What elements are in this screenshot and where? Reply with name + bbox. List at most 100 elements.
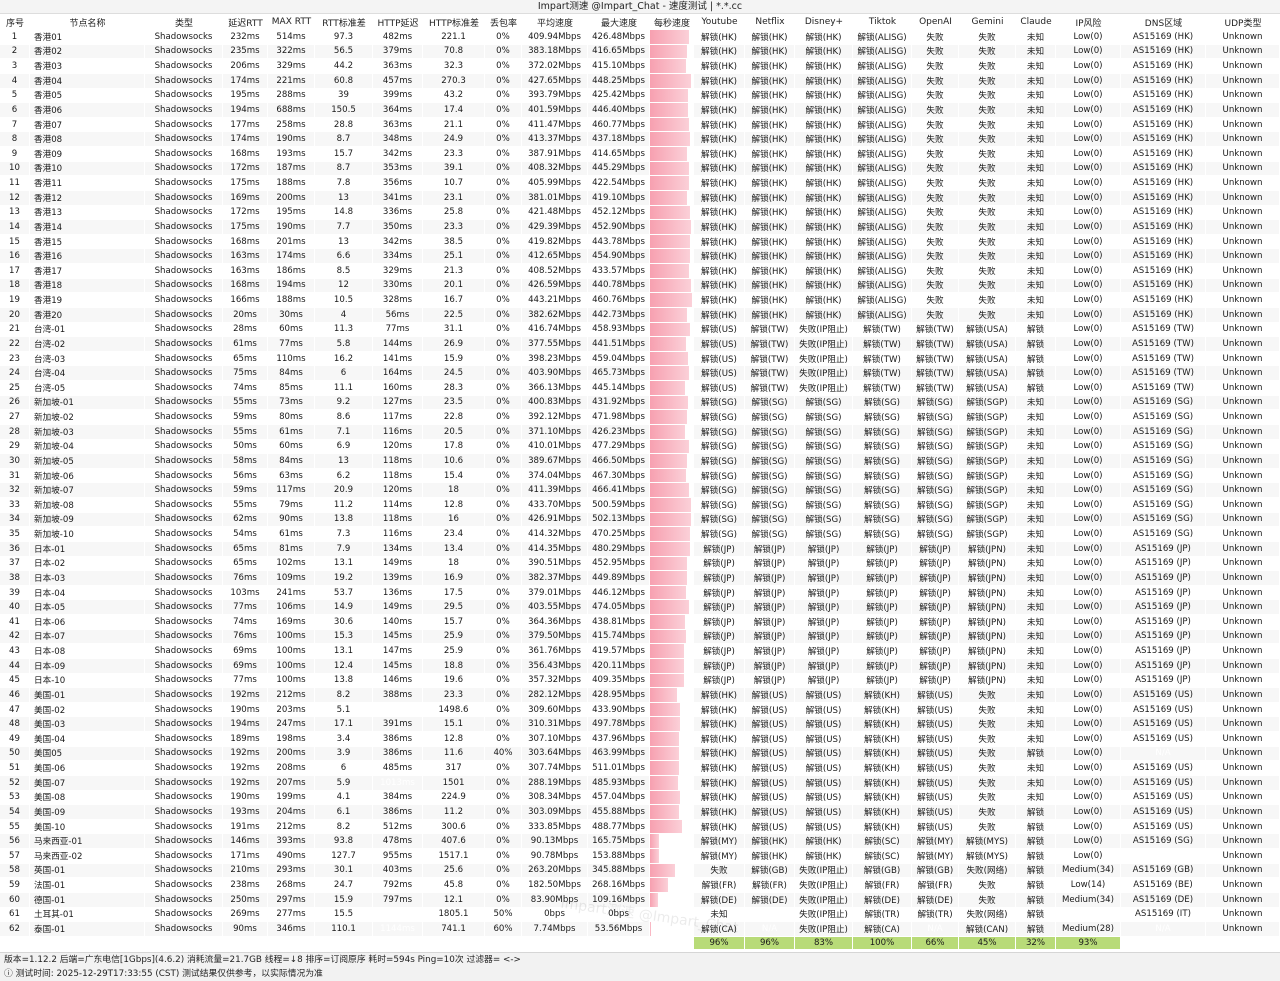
column-header[interactable]: Netflix xyxy=(745,14,795,30)
table-row[interactable]: 41 日本-06 Shadowsocks 74ms 169ms 30.6 140ms 15.7… xyxy=(0,615,1280,630)
table-row[interactable]: 4 香港04 Shadowsocks 174ms 221ms 60.8 457ms 270.3… xyxy=(0,73,1280,89)
table-row[interactable]: 3 香港03 Shadowsocks 206ms 329ms 44.2 363ms 32.3 0… xyxy=(0,59,1280,74)
table-row[interactable]: 21 台湾-01 Shadowsocks 28ms 60ms 11.3 77ms 31.1 0%… xyxy=(0,322,1280,338)
table-row[interactable]: 29 新加坡-04 Shadowsocks 50ms 60ms 6.9 120ms 17.8 0… xyxy=(0,439,1280,455)
table-row[interactable]: 11 香港11 Shadowsocks 175ms 188ms 7.8 356ms 10.7 0… xyxy=(0,176,1280,191)
table-row[interactable]: 9 香港09 Shadowsocks 168ms 193ms 15.7 342ms 23.3 0… xyxy=(0,147,1280,162)
column-header[interactable]: Youtube xyxy=(694,14,745,30)
table-row[interactable]: 35 新加坡-10 Shadowsocks 54ms 61ms 7.3 116ms 23.4 0… xyxy=(0,527,1280,542)
column-header[interactable]: Disney+ xyxy=(795,14,853,30)
column-header[interactable]: RTT标准差 xyxy=(315,14,373,30)
table-row[interactable]: 2 香港02 Shadowsocks 235ms 322ms 56.5 379ms 70.8 0… xyxy=(0,44,1280,60)
column-header[interactable]: 节点名称 xyxy=(30,14,145,30)
table-row[interactable]: 57 马来西亚-02 Shadowsocks 171ms 490ms 127.7 955ms… xyxy=(0,849,1280,864)
cell-index: 48 xyxy=(0,717,30,732)
table-row[interactable]: 12 香港12 Shadowsocks 169ms 200ms 13 341ms 23.1 0%… xyxy=(0,190,1280,206)
cell-ip-risk: Low(0) xyxy=(1056,541,1121,557)
column-header[interactable]: 平均速度 xyxy=(522,14,588,30)
table-row[interactable]: 26 新加坡-01 Shadowsocks 55ms 73ms 9.2 127ms 23.5 0… xyxy=(0,395,1280,411)
table-row[interactable]: 47 美国-02 Shadowsocks 190ms 203ms 5.1 1014ms 149… xyxy=(0,702,1280,718)
column-header[interactable]: 序号 xyxy=(0,14,30,30)
column-header[interactable]: IP风险 xyxy=(1056,14,1121,30)
table-row[interactable]: 45 日本-10 Shadowsocks 77ms 100ms 13.8 146ms 19.6… xyxy=(0,673,1280,689)
column-header[interactable]: DNS区域 xyxy=(1121,14,1206,30)
column-header[interactable]: HTTP标准差 xyxy=(423,14,485,30)
column-header[interactable]: MAX RTT xyxy=(268,14,315,30)
column-header[interactable]: 丢包率 xyxy=(485,14,522,30)
table-row[interactable]: 7 香港07 Shadowsocks 177ms 258ms 28.8 363ms 21.1 0… xyxy=(0,117,1280,133)
table-row[interactable]: 15 香港15 Shadowsocks 168ms 201ms 13 342ms 38.5 0%… xyxy=(0,234,1280,250)
table-row[interactable]: 59 法国-01 Shadowsocks 238ms 268ms 24.7 792ms 45.… xyxy=(0,878,1280,893)
table-row[interactable]: 55 美国-10 Shadowsocks 191ms 212ms 8.2 512ms 300.… xyxy=(0,819,1280,835)
table-row[interactable]: 39 日本-04 Shadowsocks 103ms 241ms 53.7 136ms 17.… xyxy=(0,585,1280,601)
table-row[interactable]: 48 美国-03 Shadowsocks 194ms 247ms 17.1 391ms 15.… xyxy=(0,717,1280,732)
cell-http-stddev: 11.6 xyxy=(423,746,485,762)
column-header[interactable]: 每秒速度 xyxy=(650,14,694,30)
table-row[interactable]: 22 台湾-02 Shadowsocks 61ms 77ms 5.8 144ms 26.9 0%… xyxy=(0,337,1280,352)
cell-ip-risk: Low(0) xyxy=(1056,527,1121,542)
speed-graph-bar xyxy=(650,658,684,673)
table-row[interactable]: 20 香港20 Shadowsocks 20ms 30ms 4 56ms 22.5 0% 382.… xyxy=(0,307,1280,323)
cell-udp-type: Unknown xyxy=(1206,439,1280,455)
table-row[interactable]: 40 日本-05 Shadowsocks 77ms 106ms 14.9 149ms 29.5… xyxy=(0,600,1280,615)
table-row[interactable]: 10 香港10 Shadowsocks 172ms 187ms 8.7 353ms 39.1 0… xyxy=(0,161,1280,177)
column-header[interactable]: Claude xyxy=(1016,14,1056,30)
table-row[interactable]: 1 香港01 Shadowsocks 232ms 514ms 97.3 482ms 221.1… xyxy=(0,30,1280,45)
table-row[interactable]: 37 日本-02 Shadowsocks 65ms 102ms 13.1 149ms 18 0%… xyxy=(0,556,1280,572)
column-header[interactable]: Gemini xyxy=(959,14,1016,30)
table-row[interactable]: 42 日本-07 Shadowsocks 76ms 100ms 15.3 145ms 25.9… xyxy=(0,629,1280,645)
table-row[interactable]: 34 新加坡-09 Shadowsocks 62ms 90ms 13.8 118ms 16 0%… xyxy=(0,512,1280,528)
table-row[interactable]: 5 香港05 Shadowsocks 195ms 288ms 39 399ms 43.2 0% 3… xyxy=(0,88,1280,104)
cell-rtt: 269ms xyxy=(223,907,268,923)
table-row[interactable]: 53 美国-08 Shadowsocks 190ms 199ms 4.1 384ms 224.… xyxy=(0,790,1280,806)
table-row[interactable]: 46 美国-01 Shadowsocks 192ms 212ms 8.2 388ms 23.3… xyxy=(0,688,1280,703)
table-row[interactable]: 18 香港18 Shadowsocks 168ms 194ms 12 330ms 20.1 0%… xyxy=(0,278,1280,294)
table-row[interactable]: 60 德国-01 Shadowsocks 250ms 297ms 15.9 797ms 12.… xyxy=(0,892,1280,908)
table-row[interactable]: 16 香港16 Shadowsocks 163ms 174ms 6.6 334ms 25.1 0… xyxy=(0,249,1280,264)
column-header[interactable]: HTTP延迟 xyxy=(373,14,423,30)
column-header[interactable]: UDP类型 xyxy=(1206,14,1280,30)
table-row[interactable]: 17 香港17 Shadowsocks 163ms 186ms 8.5 329ms 21.3 0… xyxy=(0,264,1280,279)
column-header[interactable]: 类型 xyxy=(145,14,223,30)
table-row[interactable]: 51 美国-06 Shadowsocks 192ms 208ms 6 485ms 317 0% 3… xyxy=(0,761,1280,776)
cell-avg-speed: 443.21Mbps xyxy=(522,293,588,308)
table-row[interactable]: 19 香港19 Shadowsocks 166ms 188ms 10.5 328ms 16.7… xyxy=(0,293,1280,308)
table-row[interactable]: 32 新加坡-07 Shadowsocks 59ms 117ms 20.9 120ms 18 0… xyxy=(0,483,1280,498)
table-row[interactable]: 25 台湾-05 Shadowsocks 74ms 85ms 11.1 160ms 28.3 0… xyxy=(0,381,1280,396)
cell-netflix: 解锁(SG) xyxy=(745,424,795,440)
table-row[interactable]: 14 香港14 Shadowsocks 175ms 190ms 7.7 350ms 23.3 0… xyxy=(0,220,1280,235)
table-row[interactable]: 33 新加坡-08 Shadowsocks 55ms 79ms 11.2 114ms 12.8… xyxy=(0,498,1280,513)
table-row[interactable]: 27 新加坡-02 Shadowsocks 59ms 80ms 8.6 117ms 22.8 0… xyxy=(0,410,1280,425)
cell-disney: 解锁(SG) xyxy=(795,468,853,484)
cell-loss: 0% xyxy=(485,688,522,703)
cell-gemini: 失败 xyxy=(959,205,1016,221)
table-row[interactable]: 28 新加坡-03 Shadowsocks 55ms 61ms 7.1 116ms 20.5 0… xyxy=(0,424,1280,440)
column-header[interactable]: 延迟RTT xyxy=(223,14,268,30)
cell-dns-region: AS15169 (SG) xyxy=(1121,424,1206,440)
table-row[interactable]: 61 土耳其-01 Shadowsocks 269ms 277ms 15.5 2110ms 1… xyxy=(0,907,1280,923)
table-row[interactable]: 8 香港08 Shadowsocks 174ms 190ms 8.7 348ms 24.9 0%… xyxy=(0,132,1280,147)
table-row[interactable]: 24 台湾-04 Shadowsocks 75ms 84ms 6 164ms 24.5 0% 40… xyxy=(0,366,1280,381)
table-row[interactable]: 36 日本-01 Shadowsocks 65ms 81ms 7.9 134ms 13.4 0%… xyxy=(0,541,1280,557)
column-header[interactable]: Tiktok xyxy=(853,14,912,30)
table-row[interactable]: 56 马来西亚-01 Shadowsocks 146ms 393ms 93.8 478ms 4… xyxy=(0,834,1280,849)
cell-dns-region: AS15169 (SG) xyxy=(1121,454,1206,469)
table-row[interactable]: 30 新加坡-05 Shadowsocks 58ms 84ms 13 118ms 10.6 0%… xyxy=(0,454,1280,469)
table-row[interactable]: 31 新加坡-06 Shadowsocks 56ms 63ms 6.2 118ms 15.4 0… xyxy=(0,468,1280,484)
column-header[interactable]: OpenAI xyxy=(912,14,959,30)
table-row[interactable]: 50 美国05 Shadowsocks 192ms 200ms 3.9 386ms 11.6 4… xyxy=(0,746,1280,762)
table-row[interactable]: 52 美国-07 Shadowsocks 192ms 207ms 5.9 1013ms 150… xyxy=(0,775,1280,791)
table-row[interactable]: 38 日本-03 Shadowsocks 76ms 109ms 19.2 139ms 16.9… xyxy=(0,571,1280,586)
table-row[interactable]: 23 台湾-03 Shadowsocks 65ms 110ms 16.2 141ms 15.9… xyxy=(0,351,1280,367)
table-row[interactable]: 6 香港06 Shadowsocks 194ms 688ms 150.5 364ms 17.4… xyxy=(0,103,1280,118)
column-header[interactable]: 最大速度 xyxy=(588,14,650,30)
table-row[interactable]: 54 美国-09 Shadowsocks 193ms 204ms 6.1 386ms 11.2… xyxy=(0,805,1280,820)
cell-index: 6 xyxy=(0,103,30,118)
cell-ip-risk: Low(0) xyxy=(1056,190,1121,206)
table-row[interactable]: 13 香港13 Shadowsocks 172ms 195ms 14.8 336ms 25.8… xyxy=(0,205,1280,221)
table-row[interactable]: 44 日本-09 Shadowsocks 69ms 100ms 12.4 145ms 18.8… xyxy=(0,658,1280,674)
table-row[interactable]: 58 英国-01 Shadowsocks 210ms 293ms 30.1 403ms 25.… xyxy=(0,863,1280,879)
table-row[interactable]: 49 美国-04 Shadowsocks 189ms 198ms 3.4 386ms 12.8… xyxy=(0,732,1280,747)
table-row[interactable]: 43 日本-08 Shadowsocks 69ms 100ms 13.1 147ms 25.9… xyxy=(0,644,1280,659)
table-row[interactable]: 62 泰国-01 Shadowsocks 90ms 346ms 110.1 1144ms 74… xyxy=(0,922,1280,937)
